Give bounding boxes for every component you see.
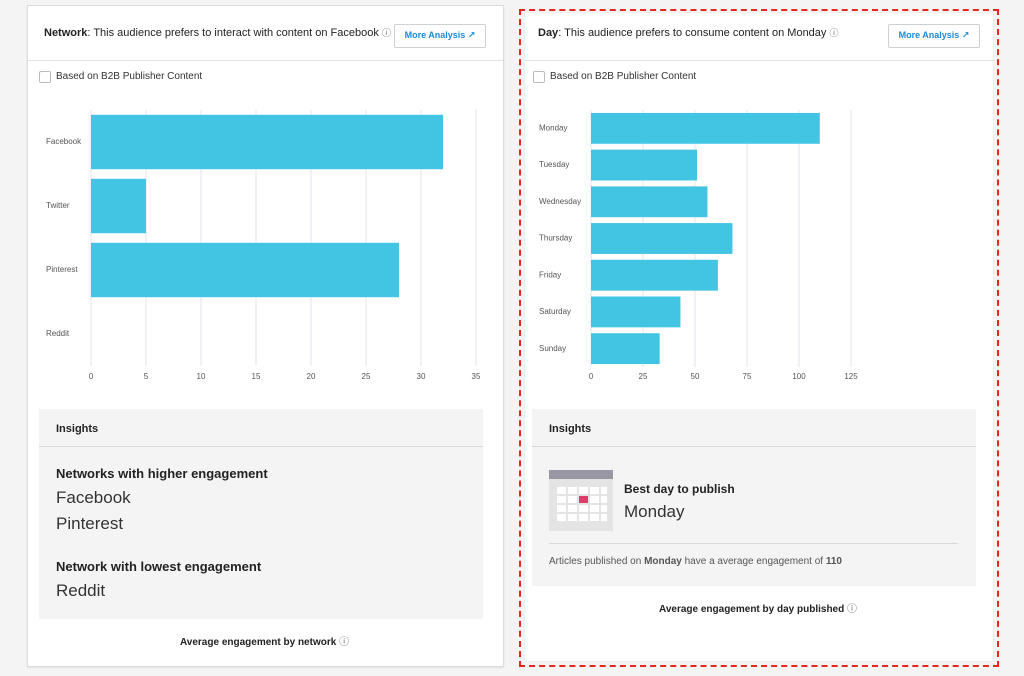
button-label: More Analysis [404,30,466,40]
bar [591,296,681,328]
info-icon[interactable]: ⓘ [381,28,391,38]
insight-item: Facebook [56,488,131,507]
y-tick-label: Reddit [46,329,70,338]
bar [591,112,820,144]
x-tick-label: 0 [89,372,94,381]
checkbox-label: Based on B2B Publisher Content [550,71,697,82]
info-icon[interactable]: ⓘ [829,28,839,38]
x-tick-label: 0 [589,372,594,381]
highlight-border [519,9,999,667]
divider [525,60,993,61]
footer: Average engagement by network ⓘ [27,637,502,649]
divider [549,543,958,544]
heading-text: : This audience prefers to consume conte… [558,27,827,39]
calendar-icon [549,470,613,531]
bar [591,149,698,181]
heading: Network: This audience prefers to intera… [44,26,391,40]
insights-title: Insights [549,423,592,435]
divider [28,60,503,61]
divider [39,446,483,447]
y-tick-label: Friday [539,270,561,279]
section-title: Network with lowest engagement [56,559,262,574]
note-bold: Monday [644,556,682,567]
bar [591,333,660,365]
heading: Day: This audience prefers to consume co… [538,26,839,40]
x-tick-label: 125 [844,372,858,381]
x-tick-label: 25 [639,372,648,381]
heading-text: : This audience prefers to interact with… [87,27,379,39]
checkbox[interactable] [533,71,545,83]
y-tick-label: Twitter [46,201,70,210]
bar [591,259,718,291]
footer-text: Average engagement by network [179,637,337,648]
best-day-title: Best day to publish [624,482,735,496]
x-tick-label: 50 [691,372,700,381]
x-tick-label: 20 [307,372,316,381]
note-text: Articles published on [549,556,645,567]
best-day: Monday [624,502,685,521]
note: Articles published on Monday have a aver… [549,556,842,568]
note-bold: 110 [825,556,842,567]
insight-item: Reddit [56,581,106,600]
x-tick-label: 15 [252,372,261,381]
y-tick-label: Saturday [539,307,571,316]
footer: Average engagement by day published ⓘ [524,604,992,616]
x-tick-label: 75 [743,372,752,381]
y-tick-label: Pinterest [46,265,78,274]
divider [532,446,976,447]
checkbox-label: Based on B2B Publisher Content [56,71,203,82]
button-label: More Analysis [898,30,960,40]
bar [591,223,733,254]
x-tick-label: 35 [472,372,481,381]
checkbox[interactable] [39,71,51,83]
y-tick-label: Sunday [539,344,566,353]
bar [91,242,399,298]
x-tick-label: 10 [197,372,206,381]
bar [91,178,146,234]
y-tick-label: Wednesday [539,197,581,206]
bar [91,114,443,170]
bar [591,186,708,218]
more-analysis-button[interactable]: More Analysis ↗ [394,24,486,48]
heading-bold: Day [538,27,559,39]
x-tick-label: 30 [417,372,426,381]
x-tick-label: 100 [792,372,806,381]
y-tick-label: Thursday [539,234,572,243]
insight-item: Pinterest [56,514,124,533]
insights-box [39,409,483,619]
y-tick-label: Facebook [46,137,82,146]
footer-text: Average engagement by day published [658,604,845,615]
y-tick-label: Tuesday [539,160,569,169]
section-title: Networks with higher engagement [56,466,268,481]
note-text: have a average engagement of [681,556,826,567]
info-icon[interactable]: ⓘ [847,604,857,615]
insights-title: Insights [56,423,99,435]
more-analysis-button[interactable]: More Analysis ↗ [888,24,980,48]
info-icon[interactable]: ⓘ [339,637,350,648]
heading-bold: Network [44,27,88,39]
x-tick-label: 5 [144,372,149,381]
x-tick-label: 25 [362,372,371,381]
y-tick-label: Monday [539,123,567,132]
